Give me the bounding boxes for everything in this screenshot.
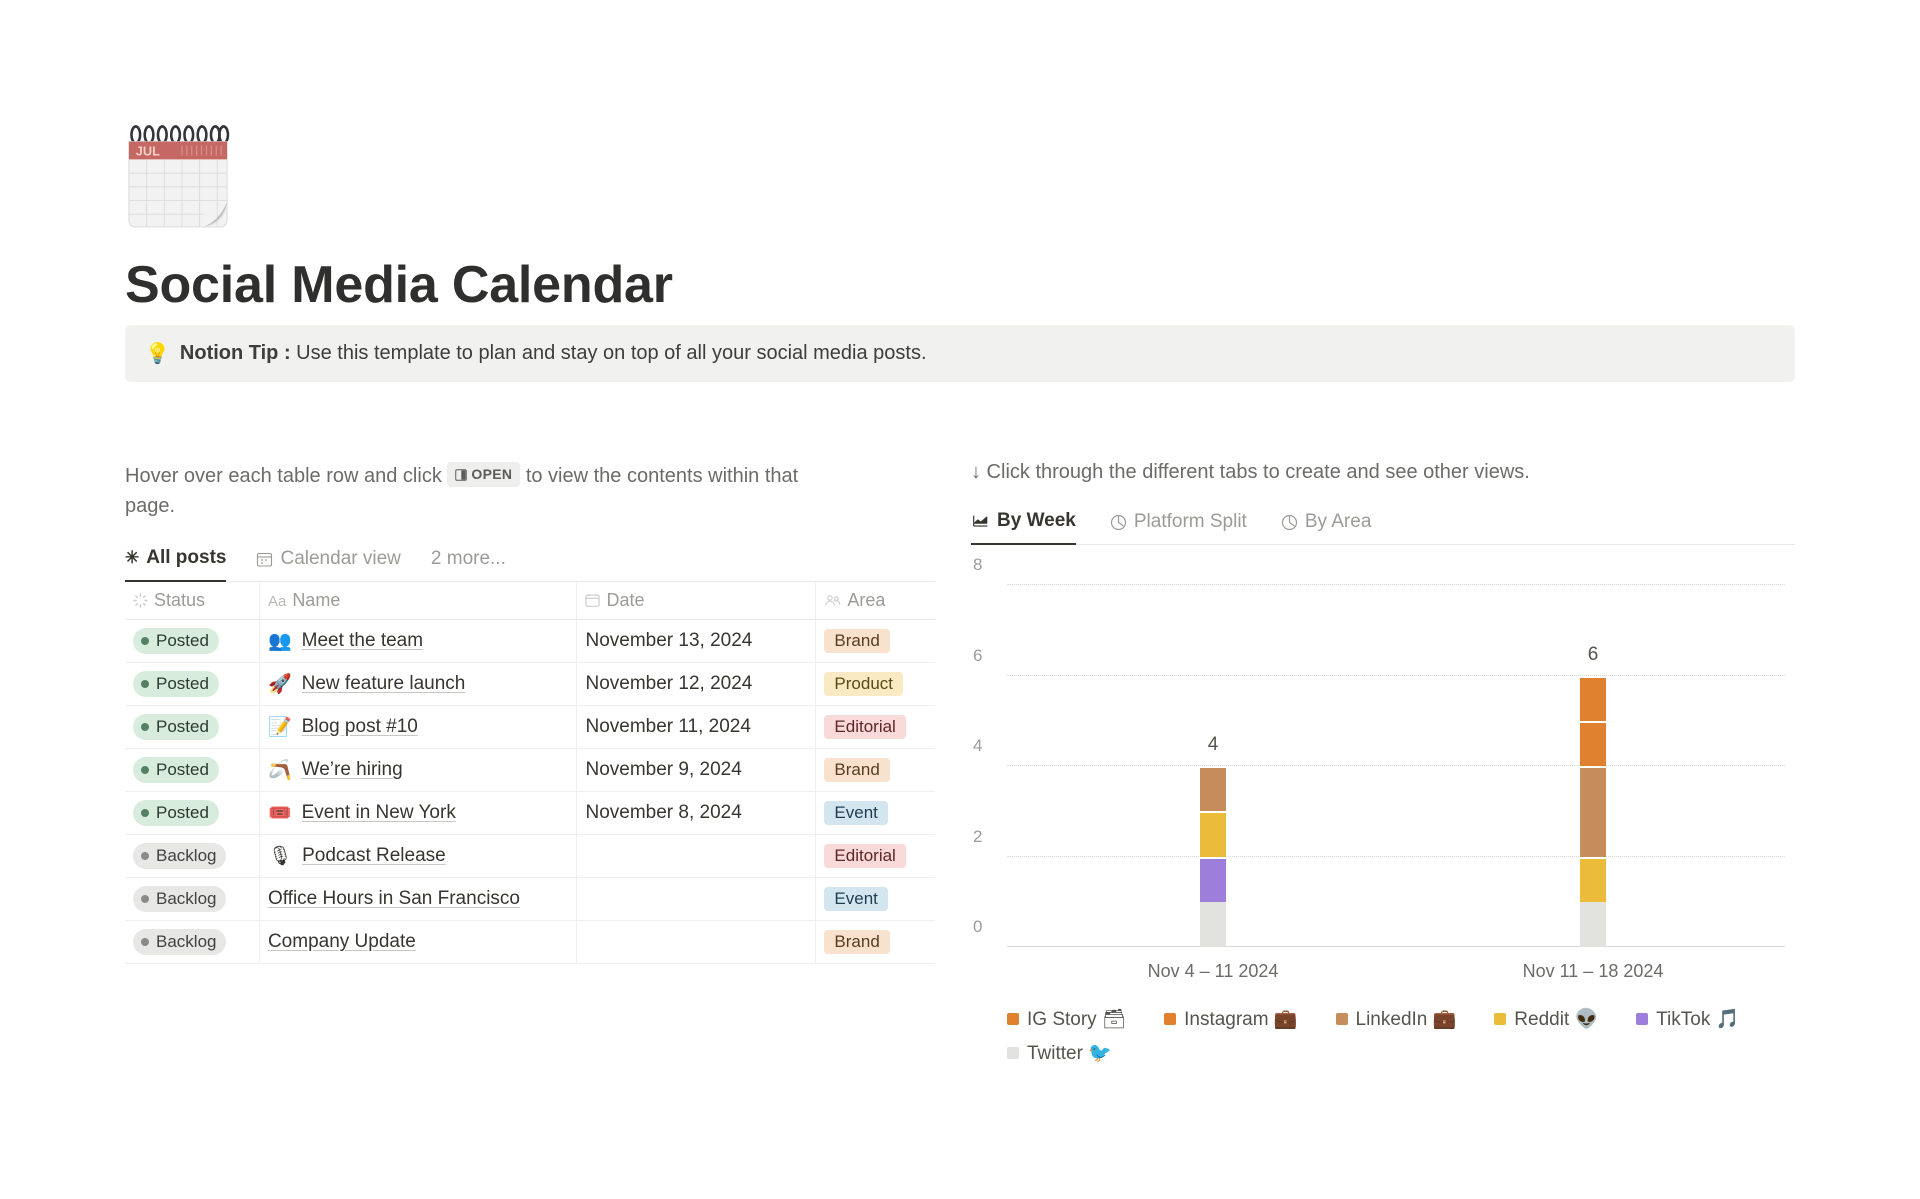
svg-text:JUL: JUL	[136, 143, 160, 158]
